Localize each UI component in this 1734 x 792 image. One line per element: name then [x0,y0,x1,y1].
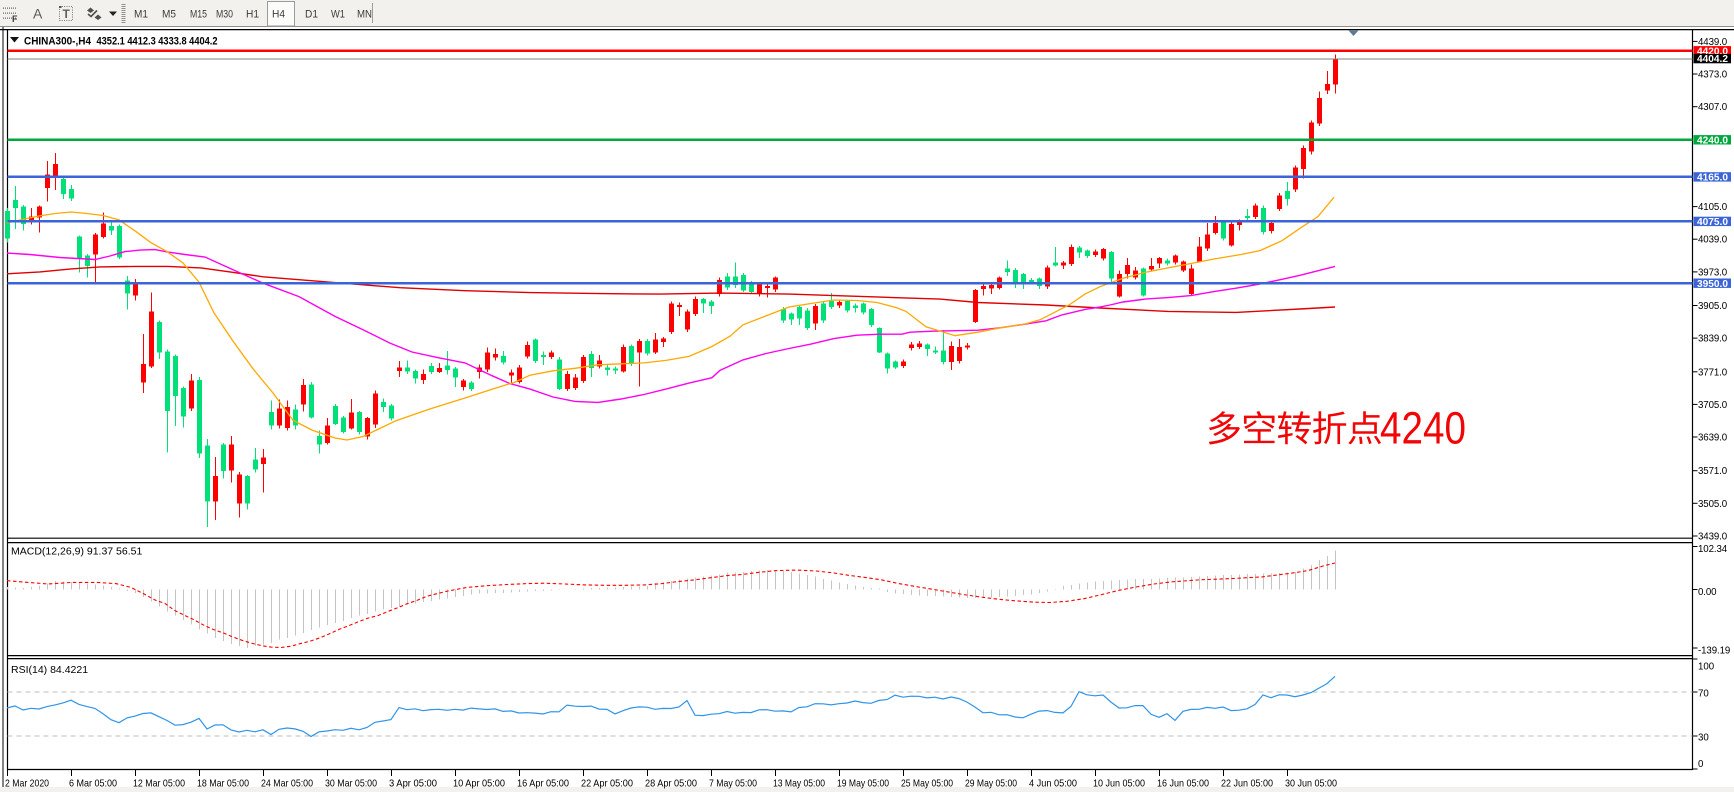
svg-text:6 Mar 05:00: 6 Mar 05:00 [69,778,117,790]
svg-text:M15: M15 [190,9,207,21]
svg-text:30: 30 [1698,733,1709,744]
svg-text:4373.0: 4373.0 [1698,70,1728,81]
svg-text:4307.0: 4307.0 [1698,102,1728,113]
svg-text:MN: MN [357,9,372,21]
svg-text:W1: W1 [331,9,345,21]
svg-text:MACD(12,26,9) 91.37 56.51: MACD(12,26,9) 91.37 56.51 [11,546,142,558]
svg-text:2 Mar 2020: 2 Mar 2020 [5,778,49,790]
svg-text:30 Mar 05:00: 30 Mar 05:00 [325,778,377,790]
svg-text:M1: M1 [134,9,148,21]
svg-text:16 Jun 05:00: 16 Jun 05:00 [1157,778,1209,790]
svg-text:4240: 4240 [1380,403,1466,454]
svg-text:4420.0: 4420.0 [1697,46,1728,57]
svg-text:70: 70 [1698,689,1709,700]
svg-text:A: A [33,6,43,22]
svg-text:M5: M5 [162,9,176,21]
svg-text:4039.0: 4039.0 [1698,235,1728,246]
svg-text:F: F [12,14,18,24]
svg-text:4439.0: 4439.0 [1698,37,1728,48]
svg-text:102.34: 102.34 [1698,544,1728,555]
svg-text:M30: M30 [216,9,233,21]
svg-text:22 Apr 05:00: 22 Apr 05:00 [581,778,633,790]
svg-text:D1: D1 [305,9,318,21]
svg-text:10 Jun 05:00: 10 Jun 05:00 [1093,778,1145,790]
svg-text:100: 100 [1698,662,1715,673]
svg-text:10 Apr 05:00: 10 Apr 05:00 [453,778,505,790]
svg-text:3771.0: 3771.0 [1698,367,1728,378]
svg-text:28 Apr 05:00: 28 Apr 05:00 [645,778,697,790]
svg-text:3505.0: 3505.0 [1698,499,1728,510]
svg-text:4165.0: 4165.0 [1697,173,1728,184]
svg-text:4075.0: 4075.0 [1697,217,1728,228]
svg-text:3439.0: 3439.0 [1698,532,1728,543]
svg-text:-139.19: -139.19 [1698,646,1730,657]
svg-text:H1: H1 [246,9,259,21]
svg-text:3905.0: 3905.0 [1698,301,1728,312]
svg-text:24 Mar 05:00: 24 Mar 05:00 [261,778,313,790]
svg-text:16 Apr 05:00: 16 Apr 05:00 [517,778,569,790]
svg-text:3705.0: 3705.0 [1698,400,1728,411]
svg-text:19 May 05:00: 19 May 05:00 [837,778,889,790]
svg-text:3839.0: 3839.0 [1698,334,1728,345]
svg-text:H4: H4 [272,9,285,21]
svg-text:CHINA300-,H4: CHINA300-,H4 [24,36,92,48]
svg-text:4105.0: 4105.0 [1698,202,1728,213]
svg-text:3 Apr 05:00: 3 Apr 05:00 [389,778,437,790]
svg-text:13 May 05:00: 13 May 05:00 [773,778,825,790]
svg-text:4240.0: 4240.0 [1697,135,1728,146]
svg-text:T: T [63,7,71,21]
svg-text:0: 0 [1698,759,1704,770]
svg-text:4352.1 4412.3 4333.8 4404.2: 4352.1 4412.3 4333.8 4404.2 [97,36,218,48]
svg-text:0.00: 0.00 [1698,587,1717,598]
svg-text:3950.0: 3950.0 [1697,279,1728,290]
svg-text:3639.0: 3639.0 [1698,433,1728,444]
svg-text:22 Jun 05:00: 22 Jun 05:00 [1221,778,1273,790]
svg-text:30 Jun 05:00: 30 Jun 05:00 [1285,778,1337,790]
svg-text:7 May 05:00: 7 May 05:00 [709,778,757,790]
svg-text:3973.0: 3973.0 [1698,267,1728,278]
svg-text:25 May 05:00: 25 May 05:00 [901,778,953,790]
svg-text:29 May 05:00: 29 May 05:00 [965,778,1017,790]
svg-text:RSI(14) 84.4221: RSI(14) 84.4221 [11,664,88,676]
svg-text:12 Mar 05:00: 12 Mar 05:00 [133,778,185,790]
svg-text:4 Jun 05:00: 4 Jun 05:00 [1029,778,1077,790]
svg-text:18 Mar 05:00: 18 Mar 05:00 [197,778,249,790]
svg-text:4404.2: 4404.2 [1697,54,1728,65]
svg-text:3571.0: 3571.0 [1698,466,1728,477]
